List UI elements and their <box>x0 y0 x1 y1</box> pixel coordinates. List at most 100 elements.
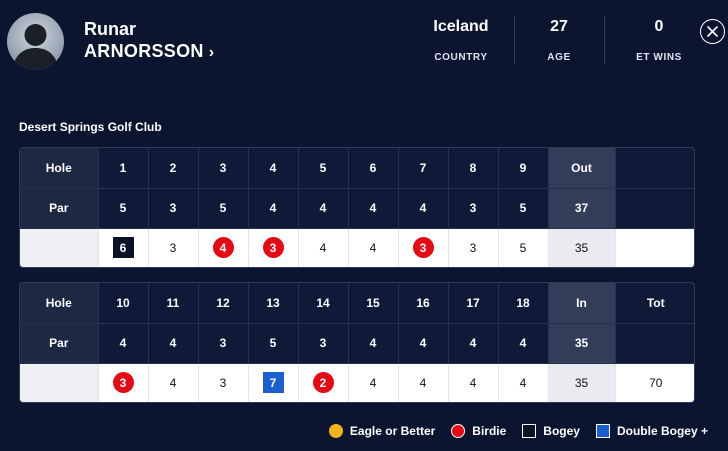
score-cell: 4 <box>148 363 199 402</box>
score-value: 4 <box>319 240 327 255</box>
birdie-marker: 3 <box>262 237 284 259</box>
course-name: Desert Springs Golf Club <box>19 120 162 134</box>
hole-number: 18 <box>498 283 549 324</box>
score-cell: 3 <box>448 228 499 267</box>
stat-country-value: Iceland <box>433 18 489 35</box>
score-value: 4 <box>169 375 177 390</box>
par-row: Par 5 3 5 4 4 4 4 3 5 37 <box>20 188 694 229</box>
birdie-marker: 3 <box>412 237 434 259</box>
par-value: 4 <box>448 323 499 364</box>
birdie-marker: 3 <box>112 372 134 394</box>
score-cell: 3 <box>248 228 299 267</box>
bogey-swatch-icon <box>522 424 537 438</box>
empty-cell <box>615 228 694 267</box>
stat-et-wins-value: 0 <box>654 18 664 35</box>
hole-number: 15 <box>348 283 399 324</box>
par-value: 4 <box>398 323 449 364</box>
par-value: 3 <box>148 188 199 229</box>
scorecard-back-nine: Hole 10 11 12 13 14 15 16 17 18 In Tot P… <box>19 282 695 403</box>
score-value: 4 <box>369 240 377 255</box>
par-value: 4 <box>348 323 399 364</box>
in-label: In <box>548 283 616 324</box>
score-row: 6 3 4 3 4 4 3 3 5 35 <box>20 228 694 267</box>
out-label: Out <box>548 148 616 189</box>
par-value: 5 <box>98 188 149 229</box>
hole-number: 17 <box>448 283 499 324</box>
score-cell: 5 <box>498 228 549 267</box>
score-value: 3 <box>219 375 227 390</box>
par-value: 4 <box>348 188 399 229</box>
score-cell: 4 <box>448 363 499 402</box>
legend-label: Eagle or Better <box>349 424 436 438</box>
double-bogey-swatch-icon <box>595 424 610 438</box>
stat-et-wins-label: ET WINS <box>636 52 682 63</box>
close-icon <box>707 26 718 37</box>
score-cell: 3 <box>198 363 249 402</box>
score-value: 4 <box>369 375 377 390</box>
score-value: 4 <box>419 375 427 390</box>
player-avatar <box>7 13 64 70</box>
par-value: 4 <box>98 323 149 364</box>
score-row: 3 4 3 7 2 4 4 4 4 35 70 <box>20 363 694 402</box>
par-value: 4 <box>148 323 199 364</box>
score-value: 4 <box>519 375 527 390</box>
stat-age-label: AGE <box>547 52 571 63</box>
par-value: 4 <box>298 188 349 229</box>
score-cell: 7 <box>248 363 299 402</box>
score-value: 4 <box>469 375 477 390</box>
legend-label: Double Bogey + <box>616 424 708 438</box>
hole-number: 2 <box>148 148 199 189</box>
legend-label: Birdie <box>472 424 507 438</box>
player-first-name: Runar <box>84 19 137 39</box>
score-label-empty <box>20 228 99 267</box>
par-value: 5 <box>198 188 249 229</box>
stat-country: Iceland COUNTRY <box>420 18 502 63</box>
stat-et-wins: 0 ET WINS <box>624 18 694 63</box>
bogey-marker: 6 <box>112 237 134 259</box>
score-cell: 4 <box>198 228 249 267</box>
hole-number: 3 <box>198 148 249 189</box>
empty-cell <box>615 188 694 229</box>
hole-number: 10 <box>98 283 149 324</box>
close-button[interactable] <box>700 19 725 44</box>
birdie-marker: 4 <box>212 237 234 259</box>
eagle-swatch-icon <box>328 424 343 438</box>
hole-number: 16 <box>398 283 449 324</box>
score-grand-total: 70 <box>615 363 694 402</box>
stat-divider <box>514 16 515 64</box>
hole-number: 14 <box>298 283 349 324</box>
player-header: Runar ARNORSSON › Iceland COUNTRY 27 AGE … <box>0 0 728 80</box>
par-label: Par <box>20 323 99 364</box>
par-value: 4 <box>498 323 549 364</box>
score-label-empty <box>20 363 99 402</box>
legend-birdie: Birdie <box>451 424 506 438</box>
player-profile-link[interactable]: ARNORSSON › <box>84 41 214 62</box>
legend-double-bogey: Double Bogey + <box>595 424 708 438</box>
score-value: 3 <box>169 240 177 255</box>
par-in-total: 35 <box>548 323 616 364</box>
par-label: Par <box>20 188 99 229</box>
birdie-swatch-icon <box>451 424 466 438</box>
score-cell: 6 <box>98 228 149 267</box>
score-value: 5 <box>519 240 527 255</box>
hole-label: Hole <box>20 283 99 324</box>
par-value: 5 <box>248 323 299 364</box>
chevron-right-icon: › <box>208 44 215 61</box>
score-cell: 4 <box>498 363 549 402</box>
par-value: 3 <box>448 188 499 229</box>
score-cell: 4 <box>398 363 449 402</box>
score-cell: 4 <box>298 228 349 267</box>
double-bogey-marker: 7 <box>262 372 284 394</box>
legend-label: Bogey <box>543 424 580 438</box>
scorecard-front-nine: Hole 1 2 3 4 5 6 7 8 9 Out Par 5 3 5 4 4… <box>19 147 695 268</box>
stat-age: 27 AGE <box>528 18 590 63</box>
hole-number: 13 <box>248 283 299 324</box>
score-cell: 4 <box>348 228 399 267</box>
player-last-name: ARNORSSON <box>84 41 204 61</box>
score-legend: Eagle or Better Birdie Bogey Double Boge… <box>313 424 708 438</box>
par-value: 3 <box>198 323 249 364</box>
score-cell: 3 <box>148 228 199 267</box>
tot-label: Tot <box>615 283 694 324</box>
hole-row: Hole 10 11 12 13 14 15 16 17 18 In Tot <box>20 283 694 324</box>
hole-label: Hole <box>20 148 99 189</box>
